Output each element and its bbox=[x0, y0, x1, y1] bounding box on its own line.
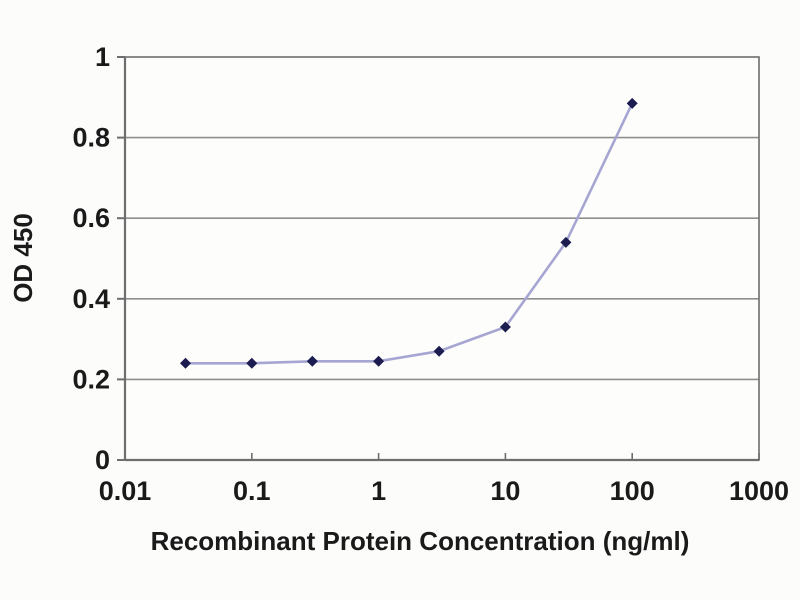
plot-border-layer bbox=[123, 56, 760, 462]
x-tick-label: 0.1 bbox=[233, 476, 271, 506]
x-axis-title: Recombinant Protein Concentration (ng/ml… bbox=[151, 526, 690, 556]
y-tick-label: 1 bbox=[95, 42, 110, 72]
y-tick-label: 0.2 bbox=[72, 364, 110, 394]
series-line bbox=[185, 102, 634, 365]
data-point-marker bbox=[306, 355, 318, 367]
data-point-marker bbox=[373, 355, 385, 367]
data-point-marker bbox=[433, 345, 445, 357]
plot-area bbox=[125, 57, 759, 460]
gridline-layer bbox=[125, 136, 759, 381]
y-tick-label: 0 bbox=[95, 445, 110, 475]
data-point-marker bbox=[626, 97, 638, 109]
data-point-marker bbox=[560, 236, 572, 248]
x-tick-label: 0.01 bbox=[99, 476, 152, 506]
y-tick-label: 0.6 bbox=[72, 203, 110, 233]
tick-layer bbox=[117, 56, 760, 461]
y-tick-label: 0.8 bbox=[72, 123, 110, 153]
data-point-marker bbox=[246, 357, 258, 369]
tick-label-layer: 0 0.2 0.4 0.6 0.8 1 0.01 0.1 1 10 100 1000 bbox=[72, 42, 789, 506]
x-tick-label: 10 bbox=[490, 476, 520, 506]
y-tick-label: 0.4 bbox=[72, 284, 110, 314]
x-tick-label: 1 bbox=[371, 476, 386, 506]
data-series-layer bbox=[179, 97, 638, 369]
data-point-marker bbox=[179, 357, 191, 369]
x-tick-label: 100 bbox=[610, 476, 655, 506]
data-point-marker bbox=[499, 321, 511, 333]
y-axis-title: OD 450 bbox=[8, 213, 38, 303]
x-tick-label: 1000 bbox=[729, 476, 789, 506]
